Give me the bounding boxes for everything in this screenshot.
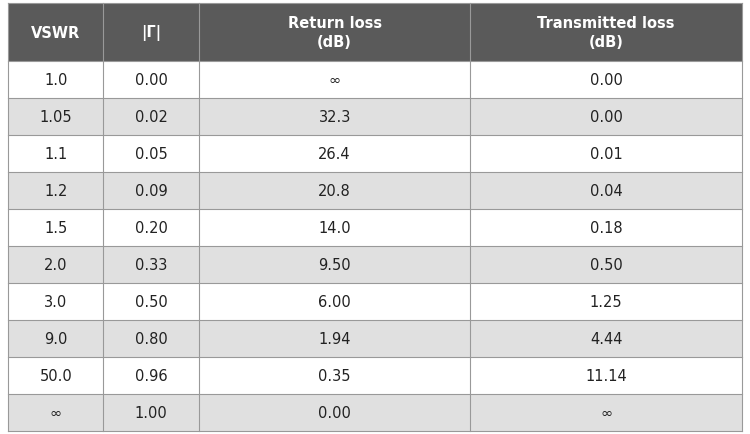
Bar <box>104 136 199 173</box>
Text: 11.14: 11.14 <box>585 368 627 383</box>
Text: 26.4: 26.4 <box>318 147 351 161</box>
Text: ∞: ∞ <box>328 73 340 88</box>
Text: 9.0: 9.0 <box>44 331 68 346</box>
Bar <box>470 4 742 62</box>
Text: |Γ|: |Γ| <box>141 25 161 41</box>
Text: 0.80: 0.80 <box>135 331 167 346</box>
Bar <box>8 320 104 357</box>
Text: 0.50: 0.50 <box>590 257 622 273</box>
Text: 1.00: 1.00 <box>135 405 167 420</box>
Text: 0.20: 0.20 <box>135 220 167 236</box>
Bar <box>199 210 470 247</box>
Bar <box>470 247 742 283</box>
Text: 20.8: 20.8 <box>318 184 351 198</box>
Text: 1.2: 1.2 <box>44 184 68 198</box>
Text: 0.01: 0.01 <box>590 147 622 161</box>
Bar <box>8 136 104 173</box>
Bar <box>104 210 199 247</box>
Text: 9.50: 9.50 <box>318 257 351 273</box>
Text: 0.35: 0.35 <box>319 368 351 383</box>
Bar <box>8 99 104 136</box>
Text: 1.94: 1.94 <box>319 331 351 346</box>
Text: 0.00: 0.00 <box>318 405 351 420</box>
Bar <box>199 283 470 320</box>
Text: 3.0: 3.0 <box>44 294 68 309</box>
Text: 14.0: 14.0 <box>318 220 351 236</box>
Text: 0.00: 0.00 <box>590 110 622 125</box>
Text: VSWR: VSWR <box>31 26 80 40</box>
Text: 0.50: 0.50 <box>135 294 167 309</box>
Text: 32.3: 32.3 <box>319 110 351 125</box>
Text: 4.44: 4.44 <box>590 331 622 346</box>
Bar <box>8 173 104 210</box>
Text: 0.00: 0.00 <box>590 73 622 88</box>
Bar <box>470 320 742 357</box>
Text: 0.04: 0.04 <box>590 184 622 198</box>
Text: ∞: ∞ <box>50 405 62 420</box>
Bar <box>199 394 470 431</box>
Bar <box>104 283 199 320</box>
Text: 0.05: 0.05 <box>135 147 167 161</box>
Text: 1.05: 1.05 <box>40 110 72 125</box>
Bar <box>104 99 199 136</box>
Text: 50.0: 50.0 <box>39 368 72 383</box>
Text: 0.09: 0.09 <box>135 184 167 198</box>
Text: 1.1: 1.1 <box>44 147 68 161</box>
Text: 1.0: 1.0 <box>44 73 68 88</box>
Bar <box>470 357 742 394</box>
Bar <box>8 357 104 394</box>
Bar <box>104 4 199 62</box>
Text: 2.0: 2.0 <box>44 257 68 273</box>
Bar <box>470 210 742 247</box>
Bar <box>470 62 742 99</box>
Bar <box>470 136 742 173</box>
Text: Return loss
(dB): Return loss (dB) <box>287 16 382 49</box>
Text: Transmitted loss
(dB): Transmitted loss (dB) <box>538 16 675 49</box>
Bar <box>104 320 199 357</box>
Bar <box>470 394 742 431</box>
Bar <box>104 247 199 283</box>
Bar <box>104 394 199 431</box>
Bar <box>470 99 742 136</box>
Bar <box>470 283 742 320</box>
Bar <box>199 136 470 173</box>
Text: 6.00: 6.00 <box>318 294 351 309</box>
Bar <box>199 4 470 62</box>
Text: 0.02: 0.02 <box>135 110 167 125</box>
Bar <box>8 4 104 62</box>
Text: ∞: ∞ <box>600 405 612 420</box>
Text: 0.00: 0.00 <box>135 73 167 88</box>
Text: 0.96: 0.96 <box>135 368 167 383</box>
Text: 0.33: 0.33 <box>135 257 167 273</box>
Bar <box>8 283 104 320</box>
Bar <box>199 173 470 210</box>
Bar <box>199 99 470 136</box>
Bar <box>470 173 742 210</box>
Bar <box>104 173 199 210</box>
Text: 1.25: 1.25 <box>590 294 622 309</box>
Text: 0.18: 0.18 <box>590 220 622 236</box>
Bar <box>199 247 470 283</box>
Bar <box>8 62 104 99</box>
Bar <box>199 320 470 357</box>
Bar <box>199 357 470 394</box>
Bar <box>104 357 199 394</box>
Bar <box>8 210 104 247</box>
Text: 1.5: 1.5 <box>44 220 68 236</box>
Bar <box>199 62 470 99</box>
Bar <box>104 62 199 99</box>
Bar <box>8 394 104 431</box>
Bar <box>8 247 104 283</box>
